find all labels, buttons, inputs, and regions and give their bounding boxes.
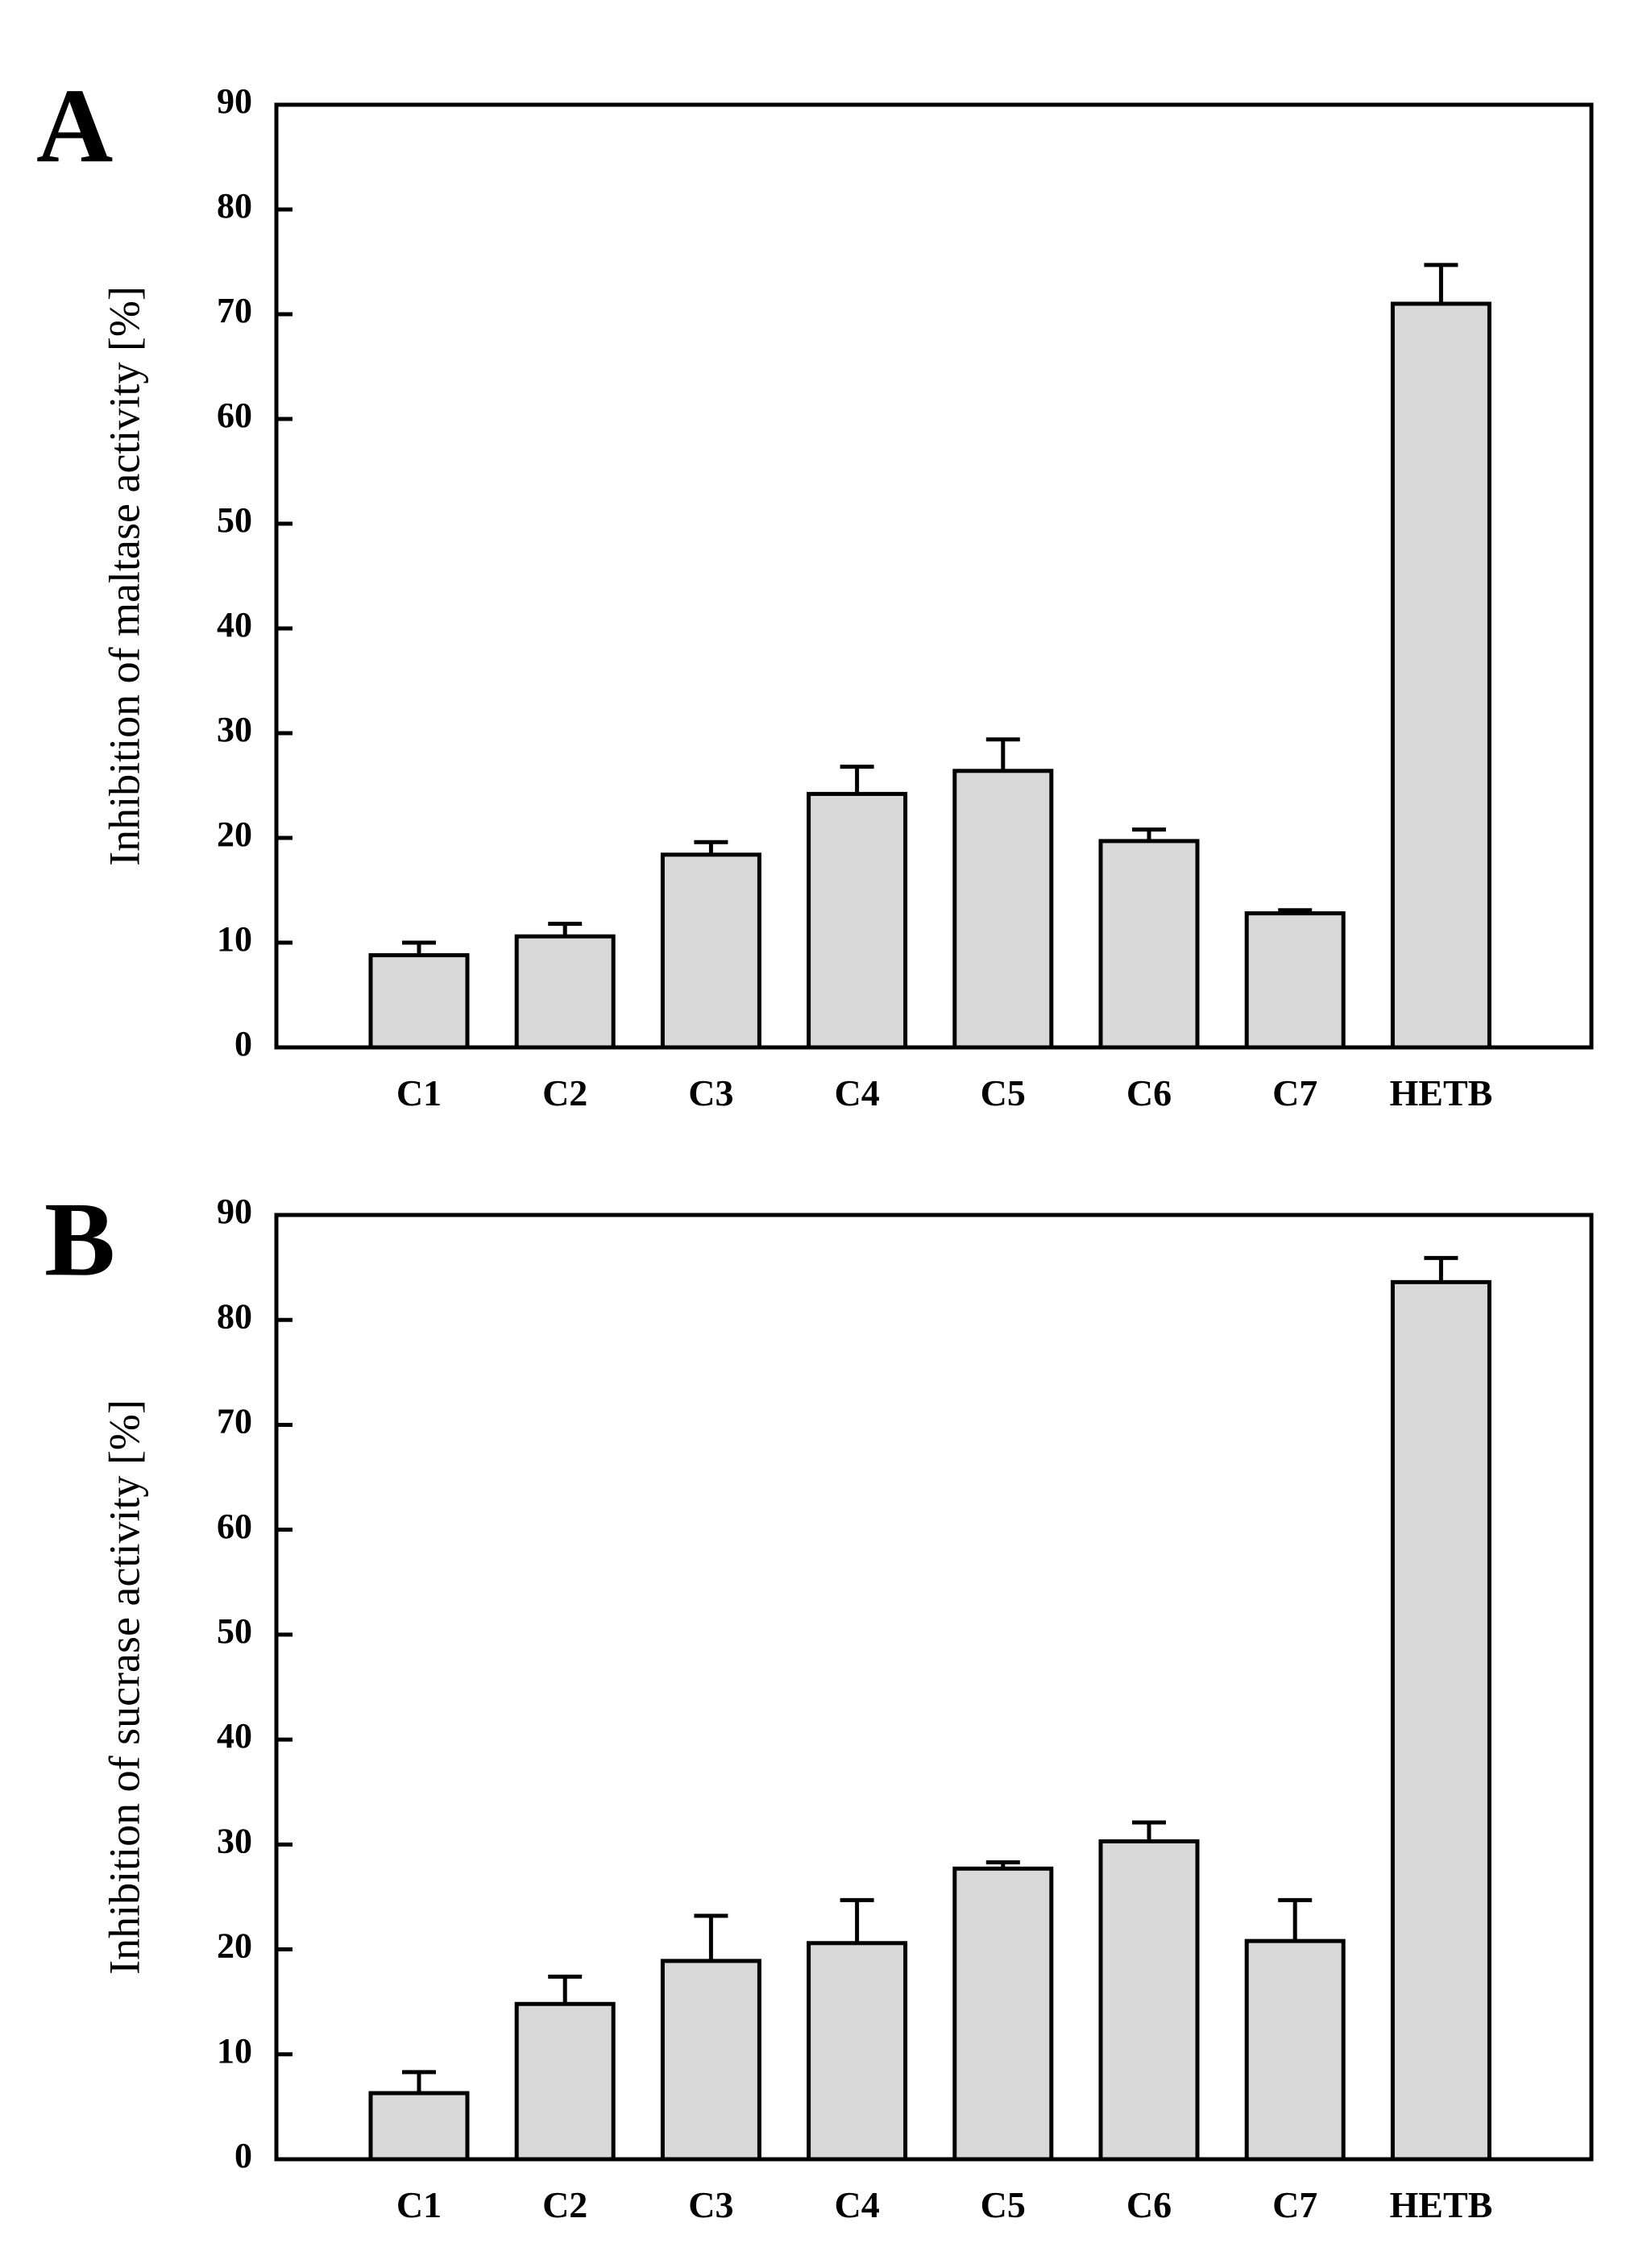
chart-panel-b: B C1 C2 C3 C4 C5 C6 C7 HETB 0 10 20 30 40 50 60 70 80 90 In… [44,1180,1594,2225]
bar-c2 [514,2001,616,2162]
y-axis-title: Inhibition of sucrase activity [%] [100,1399,148,1975]
y-tick-label: 50 [217,500,252,540]
y-tick-label: 90 [217,81,252,121]
bar-c4 [807,791,908,1050]
y-tick-label: 40 [217,1716,252,1756]
y-tick-label: 30 [217,710,252,749]
x-tick-label-c5: C5 [981,2184,1026,2225]
bar-hetb [1390,301,1491,1050]
bar-hetb [1390,1279,1491,2162]
x-tick-label-c1: C1 [396,2184,442,2225]
panel-label: A [36,66,113,185]
y-tick-label: 40 [217,605,252,645]
bar-c1 [368,953,470,1050]
x-tick-label-c3: C3 [688,2184,733,2225]
bar-c3 [660,1959,761,2162]
x-tick-label-c4: C4 [834,1072,879,1113]
x-tick-label-hetb: HETB [1389,1072,1492,1113]
plot-frame [274,102,1594,1050]
bar-c1 [368,2091,470,2162]
y-tick-label: 20 [217,1926,252,1966]
y-tick-label: 30 [217,1821,252,1860]
bar-c5 [952,769,1054,1050]
x-tick-label-c5: C5 [981,1072,1026,1113]
y-tick-label: 10 [217,2031,252,2071]
y-tick-label: 20 [217,815,252,854]
bar-c2 [514,934,616,1050]
bar-c7 [1244,1938,1346,2162]
x-tick-label-c4: C4 [834,2184,879,2225]
x-tick-label-hetb: HETB [1389,2184,1492,2225]
y-tick-label: 70 [217,291,252,330]
y-tick-label: 90 [217,1192,252,1231]
x-tick-label-c3: C3 [688,1072,733,1113]
chart-panel-a: A C1 C2 C3 C4 C5 C6 C7 HETB 0 10 20 30 40 50 60 70 80 90 In… [36,66,1594,1113]
y-tick-label: 50 [217,1611,252,1651]
y-tick-label: 60 [217,396,252,435]
y-tick-label: 0 [234,1024,252,1064]
x-tick-label-c6: C6 [1126,1072,1172,1113]
plot-frame [274,1213,1594,2162]
x-tick-label-c7: C7 [1272,1072,1317,1113]
y-tick-label: 80 [217,1296,252,1336]
y-tick-label: 10 [217,919,252,959]
y-tick-label: 0 [234,2136,252,2175]
x-tick-label-c2: C2 [542,2184,587,2225]
bar-c4 [807,1941,908,2162]
y-tick-label: 80 [217,186,252,226]
bar-c6 [1098,1839,1200,2162]
y-tick-label: 60 [217,1507,252,1546]
bar-c3 [660,852,761,1050]
x-tick-label-c7: C7 [1272,2184,1317,2225]
bar-c6 [1098,839,1200,1050]
y-tick-label: 70 [217,1402,252,1441]
x-tick-label-c1: C1 [396,1072,442,1113]
bar-c5 [952,1866,1054,2162]
x-tick-label-c2: C2 [542,1072,587,1113]
y-axis-title: Inhibition of maltase activity [%] [100,286,148,866]
bar-c7 [1244,911,1346,1050]
x-tick-label-c6: C6 [1126,2184,1172,2225]
panel-label: B [44,1180,115,1298]
